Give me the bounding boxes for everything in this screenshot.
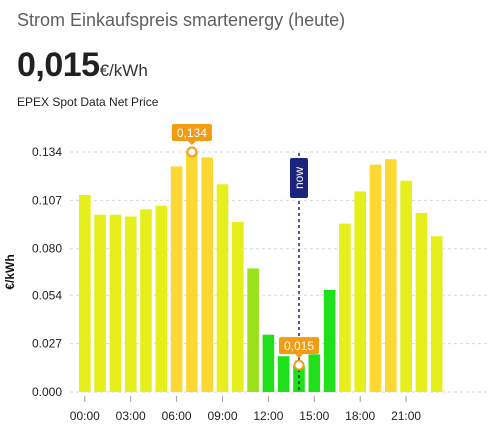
x-axis-ticks: 00:00 03:00 06:00 09:00 12:00 15:00 18:00 21:00 [70,396,421,423]
current-price-unit: €/kWh [99,61,148,80]
x-tick-label: 18:00 [345,409,375,423]
x-tick-label: 15:00 [299,409,329,423]
x-tick-label: 00:00 [70,409,100,423]
card-subtitle: EPEX Spot Data Net Price [17,95,159,109]
bar[interactable] [247,268,259,392]
x-tick-label: 12:00 [253,409,283,423]
bar[interactable] [262,334,275,392]
chart-annotations: 0,134 0,015 [171,124,319,371]
bar[interactable] [400,180,412,392]
x-tick-label: 03:00 [116,409,146,423]
x-tick-label: 06:00 [162,409,192,423]
x-tick-label: 21:00 [391,409,421,423]
current-price-value: 0,015 [17,46,100,84]
bar[interactable] [430,236,443,392]
bar[interactable] [277,356,290,392]
bar[interactable] [369,164,382,392]
bar[interactable] [385,159,397,392]
bar[interactable] [155,205,168,392]
bar[interactable] [339,223,351,392]
bar[interactable] [354,191,366,392]
chart-bars [79,152,443,392]
max-label: 0,134 [177,126,207,140]
bar[interactable] [170,166,183,392]
bar[interactable] [140,209,152,392]
current-pointer [295,354,303,359]
bar[interactable] [109,214,122,392]
x-tick-label: 09:00 [207,409,237,423]
y-axis-label: €/kWh [3,254,17,289]
y-axis-ticks: 0.000 0.027 0.054 0.080 0.107 0.134 [32,145,62,399]
current-price: 0,015€/kWh [17,46,148,85]
bar[interactable] [415,212,428,392]
bar[interactable] [216,184,229,392]
current-badge [279,337,319,355]
max-point[interactable] [186,146,198,158]
now-label: now [292,167,306,189]
y-tick-label: 0.080 [32,242,62,256]
now-badge [290,158,308,198]
bar[interactable] [79,194,91,392]
max-badge [171,124,212,141]
y-tick-label: 0.107 [32,193,62,207]
bar[interactable] [293,365,305,392]
y-tick-label: 0.054 [32,288,62,302]
max-pointer [187,141,196,145]
bar[interactable] [232,221,244,392]
y-tick-label: 0.027 [32,337,62,351]
bar[interactable] [201,157,213,392]
bar[interactable] [186,152,198,392]
bar[interactable] [308,354,321,392]
y-tick-label: 0.134 [32,145,62,159]
current-label: 0,015 [284,339,314,353]
y-tick-label: 0.000 [32,385,62,399]
bar[interactable] [323,289,336,392]
card-title: Strom Einkaufspreis smartenergy (heute) [17,10,346,30]
bar[interactable] [124,216,137,392]
bar[interactable] [94,214,106,392]
current-point[interactable] [293,359,305,371]
